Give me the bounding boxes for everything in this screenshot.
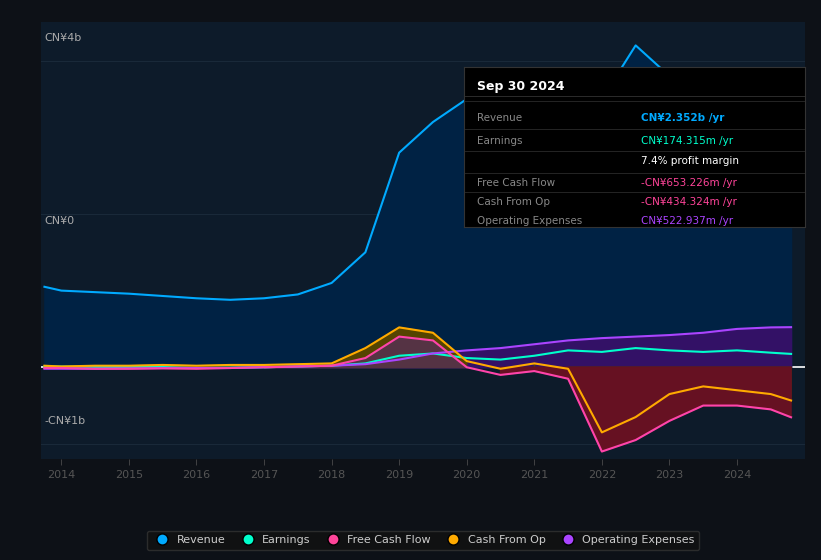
Text: CN¥2.352b /yr: CN¥2.352b /yr bbox=[641, 113, 724, 123]
Text: CN¥0: CN¥0 bbox=[45, 216, 75, 226]
Text: -CN¥653.226m /yr: -CN¥653.226m /yr bbox=[641, 178, 737, 188]
Text: Sep 30 2024: Sep 30 2024 bbox=[478, 80, 565, 93]
Text: CN¥522.937m /yr: CN¥522.937m /yr bbox=[641, 216, 733, 226]
Text: -CN¥1b: -CN¥1b bbox=[45, 417, 86, 427]
Text: CN¥4b: CN¥4b bbox=[45, 33, 82, 43]
Text: CN¥174.315m /yr: CN¥174.315m /yr bbox=[641, 137, 733, 146]
Text: Earnings: Earnings bbox=[478, 137, 523, 146]
Text: Cash From Op: Cash From Op bbox=[478, 197, 551, 207]
Text: -CN¥434.324m /yr: -CN¥434.324m /yr bbox=[641, 197, 737, 207]
Text: 7.4% profit margin: 7.4% profit margin bbox=[641, 156, 739, 166]
Text: Operating Expenses: Operating Expenses bbox=[478, 216, 583, 226]
Text: Free Cash Flow: Free Cash Flow bbox=[478, 178, 556, 188]
Legend: Revenue, Earnings, Free Cash Flow, Cash From Op, Operating Expenses: Revenue, Earnings, Free Cash Flow, Cash … bbox=[147, 531, 699, 550]
Text: Revenue: Revenue bbox=[478, 113, 523, 123]
